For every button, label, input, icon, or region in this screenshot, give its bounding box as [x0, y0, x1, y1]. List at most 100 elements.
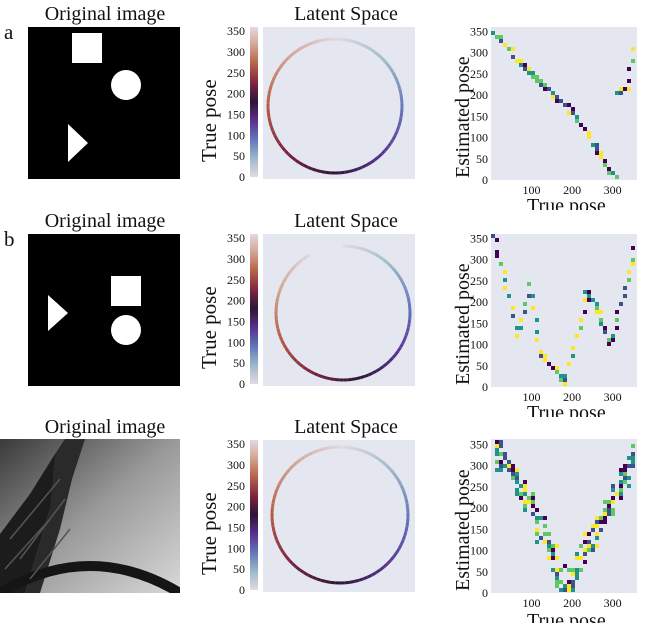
- heatmap-cell: [535, 520, 539, 524]
- latent-ring-segment: [389, 138, 395, 145]
- latent-ring-segment: [393, 76, 399, 82]
- latent-ring-segment: [406, 297, 411, 303]
- heatmap-cell: [607, 500, 611, 504]
- heatmap-cell: [523, 480, 527, 484]
- heatmap-ytick-label: 350: [470, 231, 488, 245]
- latent-ring-segment: [275, 138, 281, 145]
- latent-ring-segment: [305, 253, 311, 259]
- heatmap-cell: [495, 238, 499, 242]
- heatmap-cell: [515, 480, 519, 484]
- colorbar-tick-label: 250: [227, 479, 245, 493]
- heatmap-cell: [631, 452, 635, 456]
- heatmap-cell: [507, 468, 511, 472]
- latent-ring-segment: [358, 577, 364, 582]
- heatmap-ytick-label: 200: [470, 295, 488, 309]
- heatmap-cell: [555, 568, 559, 572]
- heatmap-cells: [491, 234, 635, 386]
- latent-ring-segment: [299, 568, 305, 574]
- heatmap-cell: [587, 290, 591, 294]
- heatmap-cell: [495, 440, 499, 444]
- latent-ring-segment: [382, 562, 389, 569]
- latent-ring-segment: [375, 253, 381, 259]
- heatmap-yticks: 0 50 100 150 200 250 300 350: [470, 231, 488, 394]
- heatmap-cell: [539, 536, 543, 540]
- row-letter: b: [4, 227, 15, 251]
- latent-ring-segment: [311, 40, 317, 45]
- colorbar-tick-label: 250: [227, 66, 245, 80]
- latent-ring-segment: [378, 365, 385, 371]
- latent-ring: [266, 37, 404, 175]
- heatmap-cell: [583, 127, 587, 131]
- heatmap-cell: [519, 484, 523, 488]
- heatmap-cell: [535, 79, 539, 83]
- heatmap-cell: [515, 488, 519, 492]
- latent-ring-segment: [357, 41, 363, 47]
- heatmap-cell: [551, 548, 555, 552]
- colorbar-tick-label: 100: [227, 128, 245, 142]
- heatmap-cell: [531, 504, 535, 508]
- latent-ring-segment: [349, 446, 355, 450]
- latent-ring-segment: [375, 568, 381, 574]
- heatmap-cell: [607, 171, 611, 175]
- heatmap-xlabel: True pose: [527, 402, 606, 417]
- heatmap-ylabel: Estimated pose: [452, 56, 474, 178]
- latent-ring-segment: [359, 246, 365, 251]
- tower-lattice: [4, 478, 71, 580]
- row-a: a Original image Latent Space True pose …: [0, 0, 652, 210]
- latent-ring-segment: [388, 356, 394, 362]
- heatmap-xticks: 100 200 300: [523, 390, 622, 404]
- heatmap-cell: [515, 476, 519, 480]
- heatmap-cell: [539, 354, 543, 358]
- latent-ring-segment: [405, 521, 410, 528]
- heatmap-xtick-label: 300: [604, 390, 622, 404]
- heatmap-cell: [551, 556, 555, 560]
- latent-ring-segment: [291, 156, 297, 162]
- heatmap-cell: [595, 302, 599, 306]
- heatmap-cell: [603, 163, 607, 167]
- latent-ring-segment: [389, 555, 395, 562]
- latent-ring-segment: [275, 539, 281, 546]
- heatmap-cell: [555, 370, 559, 374]
- heatmap-cell: [587, 540, 591, 544]
- latent-ring-segment: [351, 377, 357, 381]
- latent-ring-segment: [391, 266, 397, 273]
- colorbar-ticks: 0 50 100 150 200 250 300 350: [227, 231, 245, 391]
- heatmap-cell: [535, 532, 539, 536]
- heatmap-cell: [623, 294, 627, 298]
- latent-title: Latent Space: [294, 416, 398, 438]
- heatmap-cell: [615, 326, 619, 330]
- heatmap-cell: [495, 468, 499, 472]
- heatmap-cell: [527, 71, 531, 75]
- heatmap-cell: [611, 512, 615, 516]
- latent-ring-segment: [397, 544, 403, 550]
- heatmap-cell: [519, 492, 523, 496]
- heatmap-cell: [555, 366, 559, 370]
- latent-ring-segment: [309, 370, 316, 375]
- heatmap-cell: [511, 472, 515, 476]
- latent-ring-segment: [363, 247, 369, 253]
- heatmap-cell: [571, 346, 575, 350]
- heatmap-xtick-label: 200: [563, 596, 581, 610]
- latent-ring-segment: [275, 298, 280, 304]
- latent-ring-segment: [269, 126, 275, 132]
- latent-ring-segment: [379, 458, 385, 465]
- heatmap-cell: [599, 310, 603, 314]
- latent-ring-segment: [294, 158, 301, 165]
- heatmap-cell: [583, 298, 587, 302]
- heatmap-cell: [535, 318, 539, 322]
- latent-ring-segment: [277, 544, 283, 550]
- heatmap-cell: [555, 99, 559, 103]
- latent-ring-segment: [385, 359, 391, 365]
- heatmap-cell: [619, 488, 623, 492]
- latent-ring-segment: [388, 263, 394, 269]
- latent-ring-segment: [282, 552, 288, 558]
- latent-ring-segment: [365, 161, 372, 167]
- latent-ring-segment: [275, 67, 281, 74]
- heatmap-cell: [583, 548, 587, 552]
- heatmap-cell: [583, 290, 587, 294]
- heatmap-cell: [499, 444, 503, 448]
- latent-ring-segment: [284, 149, 290, 156]
- latent-ring-segment: [404, 526, 409, 532]
- latent-ring-segment: [391, 71, 397, 78]
- latent-ring-segment: [389, 468, 395, 475]
